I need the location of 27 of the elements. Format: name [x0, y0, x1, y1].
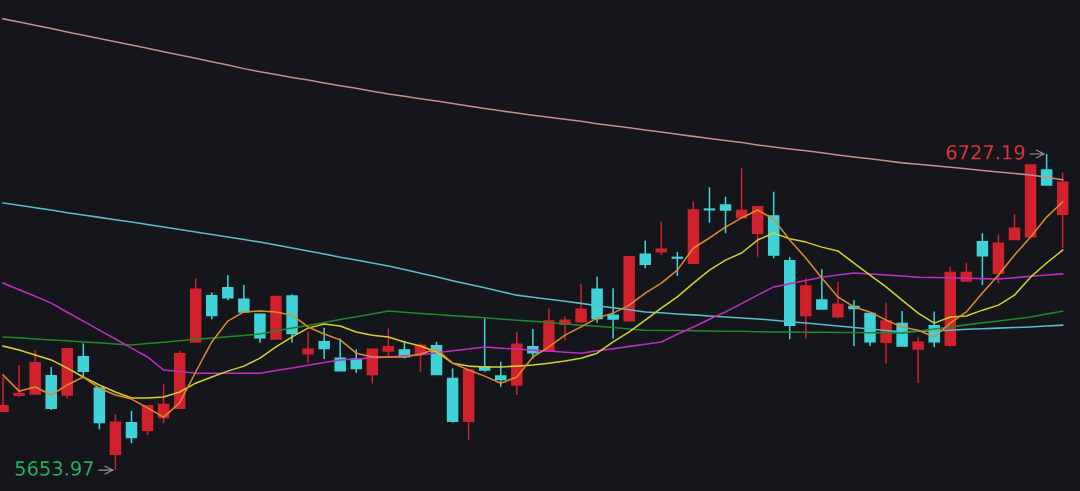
candlestick — [302, 330, 314, 364]
candlestick — [77, 342, 90, 379]
candlestick — [912, 335, 924, 384]
candlestick — [575, 283, 587, 323]
candlestick — [495, 360, 507, 388]
candlestick — [238, 284, 250, 314]
annotation: 5653.97 — [15, 461, 93, 476]
candlestick — [1008, 213, 1021, 241]
candlestick — [607, 287, 619, 340]
candlestick — [816, 268, 828, 310]
candlestick — [1040, 153, 1053, 186]
candlestick — [254, 313, 266, 344]
candlestick — [125, 410, 138, 445]
candlestick — [719, 195, 732, 235]
candlestick — [318, 327, 330, 360]
candlestick — [222, 274, 234, 301]
candlestick — [976, 232, 989, 286]
candlestick — [655, 221, 668, 256]
annotation: 6727.19 — [946, 144, 1025, 160]
candlestick — [382, 327, 395, 358]
candlestick — [206, 291, 218, 321]
candlestick — [703, 186, 716, 224]
candlestick — [639, 239, 651, 270]
candlestick — [13, 364, 25, 398]
candlestick — [671, 251, 684, 277]
candlestick — [832, 281, 844, 320]
candlestick — [334, 337, 346, 372]
